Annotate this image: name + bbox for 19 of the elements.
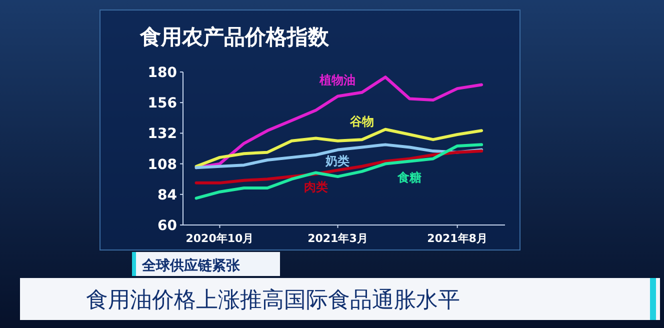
y-tick-label: 84	[158, 187, 178, 204]
series-label: 奶类	[324, 154, 350, 168]
y-tick-label: 156	[148, 96, 177, 112]
y-tick-label: 132	[148, 126, 177, 142]
series-label: 谷物	[348, 114, 374, 129]
text: 食用油价格上涨推高国际食品通胀水平	[86, 288, 460, 313]
x-tick-label: 2021年8月	[427, 232, 488, 245]
line-series	[194, 143, 484, 200]
chart-title: 食用农产品价格指数	[139, 25, 330, 49]
line-series	[194, 128, 484, 168]
y-tick-label: 60	[158, 218, 178, 234]
x-tick-label: 2020年10月	[186, 232, 254, 245]
y-tick-label: 108	[148, 156, 177, 173]
series-label: 肉类	[304, 180, 328, 194]
text: 全球供应链紧张	[141, 257, 241, 274]
series-label: 食糖	[396, 170, 422, 184]
x-tick-label: 2021年3月	[308, 232, 368, 245]
series-label: 植物油	[318, 73, 356, 88]
y-tick-label: 180	[148, 65, 178, 81]
